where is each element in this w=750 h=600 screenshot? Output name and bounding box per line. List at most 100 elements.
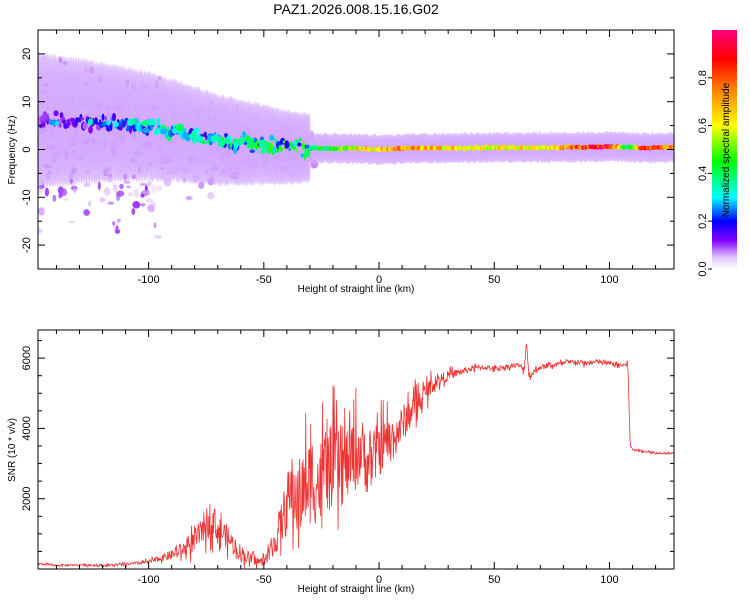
spectrogram-ridge-cell xyxy=(299,137,302,142)
spectrogram-noise-blob xyxy=(140,193,145,198)
spectrogram-noise-blob xyxy=(116,218,121,223)
spectrogram-noise-blob xyxy=(140,183,148,186)
spectrogram-ridge-cell xyxy=(53,110,59,117)
spectrogram-bright-spot xyxy=(303,150,311,158)
spectrogram-ridge-cell xyxy=(129,125,133,134)
spectrogram-ridge-cell xyxy=(253,137,258,143)
spectrogram-bright-spot xyxy=(217,140,225,147)
spectrogram-noise-blob xyxy=(107,201,115,205)
colorbar: 0.0 0.2 0.4 0.6 0.8 Normalized spectral ampl… xyxy=(697,30,737,277)
spectrogram-ridge-cell xyxy=(101,113,105,121)
spectrogram-noise-blob xyxy=(52,194,57,202)
spectrogram-bright-spot xyxy=(112,121,119,128)
spectrogram-bright-spot xyxy=(154,129,159,136)
spectrogram-noise-blob xyxy=(112,221,115,226)
spectrogram-ridge-cell xyxy=(301,141,306,151)
spectrogram-xlabel: Height of straight line (km) xyxy=(298,284,415,295)
spectrogram-bright-spot xyxy=(247,137,255,143)
spectrogram-ridge-cell xyxy=(274,138,278,144)
spectrogram-noise-blob xyxy=(64,198,69,201)
snr-xtick-label: 100 xyxy=(600,574,618,586)
spectrogram-ridge-cell xyxy=(102,121,107,128)
spectrogram-noise-blob xyxy=(99,197,106,203)
spectrogram-marks xyxy=(38,52,674,239)
spectrogram-noise-blob xyxy=(44,187,50,197)
spectrogram-bright-spot xyxy=(130,118,136,125)
snr-ylabel: SNR (10 * v/v) xyxy=(7,418,18,482)
spectrogram-bright-spot xyxy=(238,137,246,144)
spectrogram-bright-spot xyxy=(105,120,111,126)
spectrogram-ridge-cell xyxy=(269,134,275,141)
spectrogram-noise-blob xyxy=(103,187,111,196)
snr-xtick-label: -100 xyxy=(138,574,160,586)
spectrogram-ridge-cell xyxy=(88,126,93,134)
colorbar-tick-label: 0.8 xyxy=(697,70,709,85)
spectrogram-noise-blob xyxy=(83,209,90,216)
colorbar-label: Normalized spectral amplitude xyxy=(721,82,732,217)
spectrogram-noise-blob xyxy=(127,192,133,197)
spectrogram-noise-blob xyxy=(138,178,143,189)
spectrogram-ridge-cell xyxy=(112,113,116,121)
spectrogram-noise-blob xyxy=(68,220,75,224)
spectrogram-ridge-cell xyxy=(249,149,255,153)
spectrogram-bright-spot xyxy=(233,141,239,149)
spectrogram-noise-blob xyxy=(126,185,131,189)
spectrogram-bright-spot xyxy=(232,138,238,143)
spectrogram-ridge-cell xyxy=(110,121,113,131)
spectrogram-bright-spot xyxy=(223,139,231,144)
spectrogram-ridge-cell xyxy=(300,153,304,158)
spectrogram-noise-blob xyxy=(97,181,101,191)
spectrogram-noise-blob xyxy=(131,208,136,215)
spectrogram-noise-blob xyxy=(157,185,163,191)
colorbar-ticks: 0.0 0.2 0.4 0.6 0.8 xyxy=(697,70,712,277)
spectrogram-noise-blob xyxy=(133,188,140,198)
spectrogram-ridge-cell xyxy=(104,116,107,121)
spectrogram-ridge-cell xyxy=(287,142,290,148)
spectrogram-ridge-cell xyxy=(295,147,298,153)
snr-ytick-label: 6000 xyxy=(21,346,33,370)
spectrogram-noise-blob xyxy=(207,192,215,200)
spectrogram-noise-blob xyxy=(185,196,193,200)
spectrogram-noise-blob xyxy=(116,190,125,197)
spectrogram-xtick-label: 50 xyxy=(488,274,500,286)
snr-x-axis: -100 -50 0 50 100 xyxy=(55,330,657,586)
spectrogram-bright-spot xyxy=(262,140,271,149)
spectrogram-ridge-cell xyxy=(95,121,100,126)
spectrogram-bright-spot xyxy=(142,127,150,134)
snr-series-line xyxy=(38,343,674,569)
snr-xtick-label: -50 xyxy=(256,574,272,586)
spectrogram-y-axis: -20 -10 0 10 20 xyxy=(21,29,674,270)
spectrogram-noise-blob xyxy=(58,193,63,199)
spectrogram-ridge-cell xyxy=(272,146,277,154)
spectrogram-noise-blob xyxy=(144,185,148,192)
spectrogram-noise-blob xyxy=(140,203,146,207)
spectrogram-noise-blob xyxy=(145,198,154,203)
spectrogram-ridge-cell xyxy=(48,110,53,118)
spectrogram-bright-spot xyxy=(177,126,185,131)
spectrogram-bright-spot xyxy=(246,141,255,150)
spectrogram-noise-blob xyxy=(150,184,158,194)
spectrogram-noise-blob xyxy=(119,183,124,190)
spectrogram-ridge-cell xyxy=(161,125,167,129)
spectrogram-bright-spot xyxy=(197,135,204,144)
spectrogram-bright-spot xyxy=(88,118,93,126)
snr-ytick-label: 4000 xyxy=(21,416,33,440)
spectrogram-ridge-cell xyxy=(82,122,88,130)
spectrogram-xtick-label: 100 xyxy=(600,274,618,286)
spectrogram-x-axis: -100 -50 0 50 100 xyxy=(55,30,657,286)
spectrogram-ridge-cell xyxy=(279,147,283,152)
spectrogram-ridge-cell xyxy=(203,131,207,138)
snr-xtick-label: 0 xyxy=(376,574,382,586)
spectrogram-ridge-cell xyxy=(80,117,85,121)
spectrogram-noise-blob xyxy=(38,228,43,234)
spectrogram-noise-blob xyxy=(83,182,91,187)
spectrogram-bright-spot xyxy=(194,127,200,134)
spectrogram-noise-blob xyxy=(153,222,157,229)
spectrogram-ytick-label: 20 xyxy=(21,48,33,60)
colorbar-tick-label: 0.6 xyxy=(697,118,709,133)
spectrogram-ridge-cell xyxy=(297,142,302,147)
spectrogram-bright-spot xyxy=(48,119,56,125)
spectrogram-xtick-label: -50 xyxy=(256,274,272,286)
spectrogram-noise-blob xyxy=(72,188,77,193)
spectrogram-bright-spot xyxy=(188,133,197,140)
